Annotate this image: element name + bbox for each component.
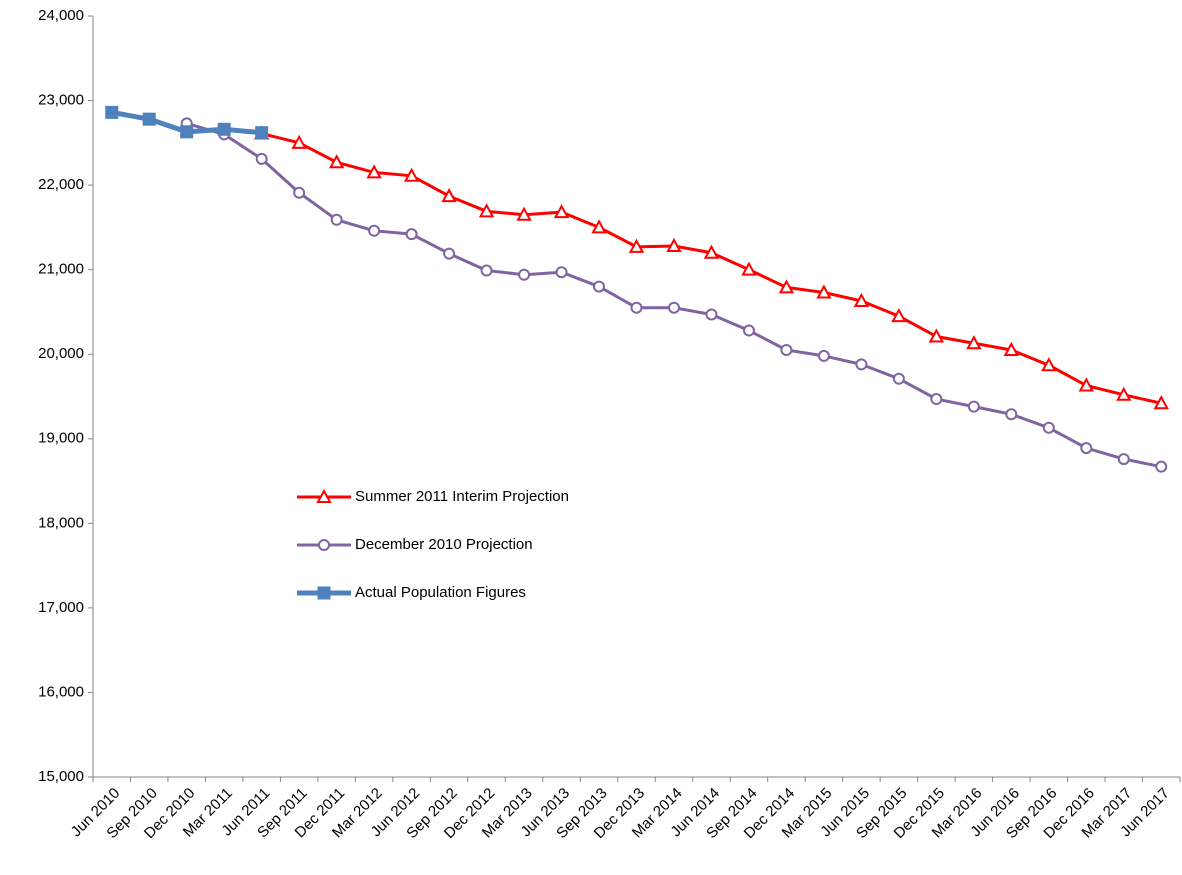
marker [255,126,269,140]
legend-label: December 2010 Projection [355,536,533,553]
marker [666,237,682,252]
legend-label: Summer 2011 Interim Projection [355,488,569,505]
marker [255,152,268,165]
y-tick-label: 22,000 [38,176,84,193]
marker [1042,421,1055,434]
marker [742,324,755,337]
marker [780,343,793,356]
legend-label: Actual Population Figures [355,584,526,601]
series [253,125,1169,410]
marker [966,335,982,350]
series [105,105,269,140]
legend-marker [318,539,330,551]
marker [441,188,457,203]
marker [667,301,680,314]
marker [1041,357,1057,372]
marker [1080,442,1093,455]
marker [443,247,456,260]
marker [928,328,945,343]
marker [1003,341,1020,356]
marker [180,125,194,139]
marker [291,134,307,149]
y-tick-label: 21,000 [38,261,84,278]
marker [1153,395,1169,410]
y-tick-label: 15,000 [38,768,84,785]
marker [855,358,868,371]
marker [1078,377,1094,392]
marker [778,279,795,294]
y-tick-label: 24,000 [38,7,84,24]
marker [518,268,531,281]
marker [142,112,156,126]
marker [366,164,382,179]
y-tick-label: 23,000 [38,92,84,109]
marker [853,292,870,307]
marker [892,372,905,385]
series [180,117,1168,473]
marker [703,244,720,259]
marker [217,122,231,136]
legend-marker [316,488,332,503]
marker [930,393,943,406]
marker [705,308,718,321]
y-tick-label: 18,000 [38,514,84,531]
y-tick-label: 16,000 [38,683,84,700]
marker [741,261,757,276]
marker [1155,460,1168,473]
marker [630,301,643,314]
marker [478,203,495,218]
marker [628,238,645,253]
marker [480,264,493,277]
marker [405,228,418,241]
y-tick-label: 17,000 [38,599,84,616]
marker [1005,408,1018,421]
marker [593,280,606,293]
marker [553,204,570,219]
legend-marker [317,586,331,600]
marker [591,219,607,234]
marker [816,284,832,299]
series-line [261,132,1162,405]
marker [1116,386,1132,401]
marker [1117,453,1130,466]
y-tick-label: 20,000 [38,345,84,362]
marker [330,213,343,226]
marker [293,186,306,199]
marker [105,105,119,119]
marker [891,308,907,323]
marker [516,206,532,221]
y-tick-label: 19,000 [38,430,84,447]
marker [817,349,830,362]
marker [967,400,980,413]
marker [328,154,345,169]
marker [403,167,420,182]
marker [555,266,568,279]
marker [368,224,381,237]
